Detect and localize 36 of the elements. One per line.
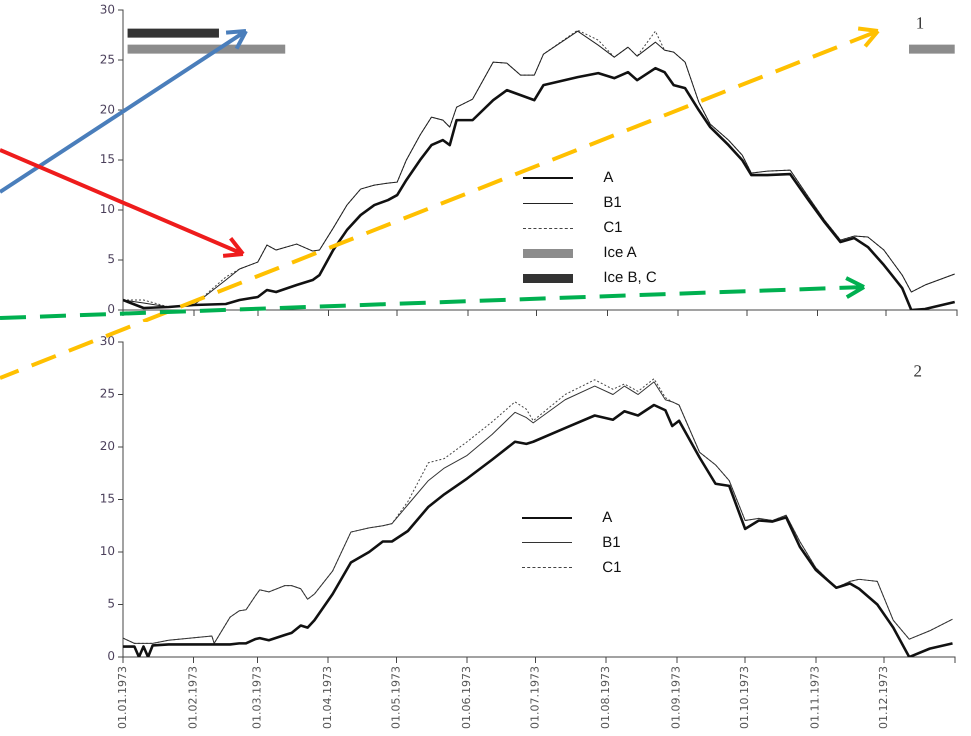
legend-label: Ice A [603, 244, 637, 262]
x-tick-label: 01.05.1973 [389, 666, 402, 730]
annotation: 1 [916, 14, 924, 33]
y-tick-label: 30 [100, 334, 115, 348]
x-tick-label: 01.04.1973 [320, 666, 334, 730]
x-tick-label: 01.09.1973 [670, 666, 683, 730]
y-tick-label: 15 [100, 492, 115, 506]
legend-label: C1 [602, 558, 622, 577]
x-tick-label: 01.12.1973 [877, 666, 890, 730]
y-tick-label: 5 [107, 252, 115, 266]
y-tick-label: 0 [107, 302, 115, 316]
y-tick-label: 20 [100, 439, 115, 454]
legend-label: A [603, 169, 614, 188]
y-tick-label: 0 [107, 649, 115, 664]
legend-label: A [602, 508, 612, 527]
legend-label: B1 [602, 534, 621, 552]
x-tick-label: 01.06.1973 [460, 666, 473, 730]
y-tick-label: 25 [100, 52, 115, 66]
y-tick-label: 20 [100, 102, 115, 116]
y-tick-label: 25 [100, 386, 115, 401]
legend-label: B1 [603, 194, 622, 212]
x-tick-label: 01.11.1973 [808, 666, 822, 730]
y-tick-label: 5 [107, 596, 115, 611]
legend-label: Ice B, C [603, 269, 657, 288]
x-tick-label: 01.01.1973 [116, 666, 129, 730]
x-tick-label: 01.08.1973 [598, 666, 612, 730]
x-tick-label: 01.03.1973 [250, 666, 264, 730]
y-tick-label: 15 [100, 152, 115, 166]
y-tick-label: 10 [100, 544, 115, 558]
y-tick-label: 30 [100, 2, 115, 16]
legend-label: C1 [603, 219, 622, 238]
y-tick-label: 10 [100, 202, 115, 216]
x-tick-label: 01.10.1973 [738, 666, 751, 730]
x-tick-label: 01.07.1973 [528, 666, 542, 730]
x-tick-label: 01.02.1973 [186, 666, 200, 730]
annotation: 2 [914, 361, 922, 380]
